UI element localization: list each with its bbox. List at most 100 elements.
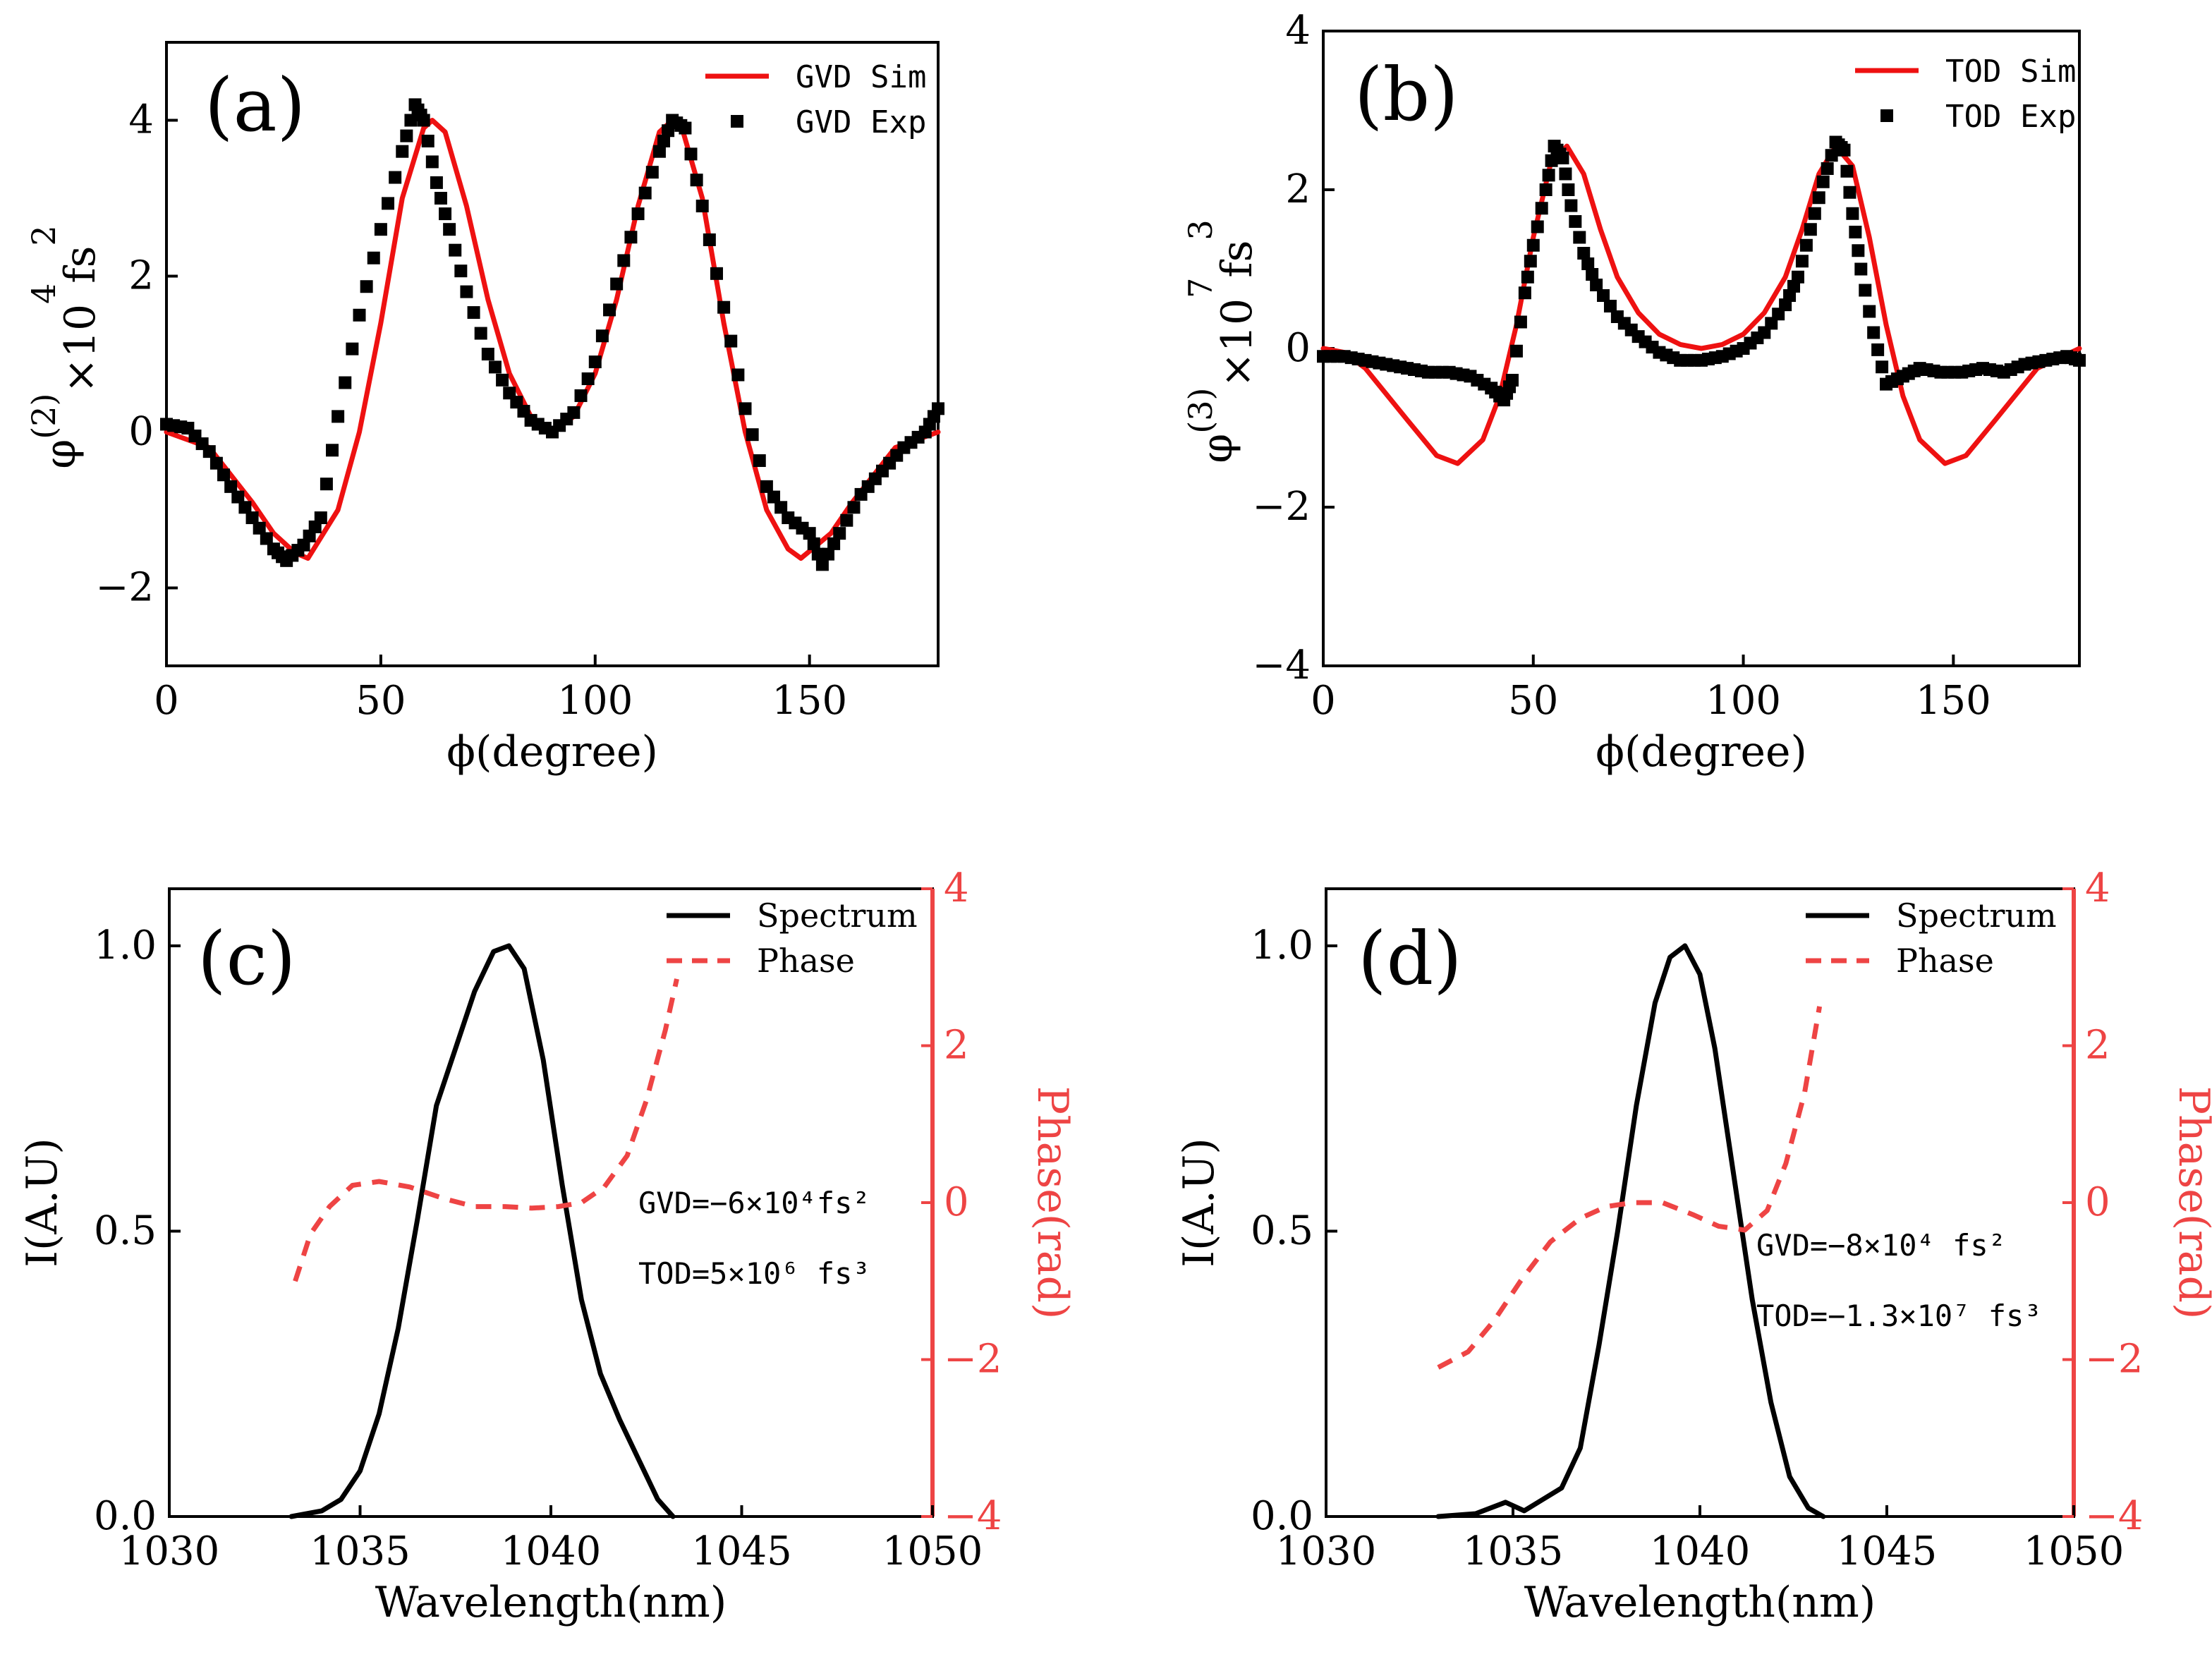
y-axis-label: φ(3)×107fs3 xyxy=(1181,219,1262,463)
gvd-annotation: GVD=−6×10⁴fs² xyxy=(638,1186,870,1220)
tod-annotation: TOD=−1.3×10⁷ fs³ xyxy=(1756,1299,2042,1333)
panel-label: (a) xyxy=(205,62,305,148)
legend-marker xyxy=(731,115,743,128)
data-point xyxy=(217,468,231,482)
data-point xyxy=(767,490,781,504)
data-point xyxy=(1521,270,1534,284)
legend: Spectrum Phase xyxy=(1806,897,2057,980)
legend: Spectrum Phase xyxy=(667,897,918,980)
y-tick-label: 4 xyxy=(1285,8,1311,54)
data-point xyxy=(404,114,418,127)
data-point xyxy=(353,308,366,322)
data-point xyxy=(567,406,581,419)
legend: GVD Sim GVD Exp xyxy=(705,59,926,140)
y-tick-label: −2 xyxy=(1252,484,1311,530)
data-point xyxy=(731,368,745,382)
data-point xyxy=(1859,284,1872,297)
x-tick-label: 1050 xyxy=(882,1529,983,1574)
data-point xyxy=(624,231,638,244)
x-tick-label: 1045 xyxy=(691,1529,792,1574)
legend-label: Spectrum xyxy=(1896,897,2057,935)
data-point xyxy=(610,277,624,291)
data-point xyxy=(638,186,652,200)
y-tick-label: 2 xyxy=(128,253,154,299)
series-spectrum-line xyxy=(1435,943,1826,1519)
legend-label: Spectrum xyxy=(757,897,918,935)
panel-c: 1030 1035 1040 1045 1050 0.0 0.5 1.0 −4 −2 0 2 4 Wave… xyxy=(18,865,1077,1627)
legend-label: Phase xyxy=(1896,942,1994,980)
legend-marker xyxy=(1880,109,1893,122)
data-point xyxy=(1562,183,1575,196)
y-right-axis-label: Phase(rad) xyxy=(1028,1086,1077,1320)
data-point xyxy=(326,444,339,457)
data-point xyxy=(1539,183,1552,196)
data-point xyxy=(588,356,602,369)
x-tick-label: 0 xyxy=(1311,678,1336,724)
data-point xyxy=(1825,149,1838,162)
x-tick-label: 150 xyxy=(1916,678,1991,724)
x-tick-label: 1050 xyxy=(2024,1529,2125,1574)
series-tod-exp xyxy=(1317,135,2086,407)
data-point xyxy=(679,121,692,135)
legend-label: GVD Sim xyxy=(796,59,926,95)
data-point xyxy=(245,511,259,525)
data-point xyxy=(400,129,413,142)
x-tick-label: 1040 xyxy=(501,1529,602,1574)
data-point xyxy=(1863,305,1876,318)
data-point xyxy=(1597,289,1610,302)
data-point xyxy=(439,207,452,221)
y-right-tick-label: 4 xyxy=(2085,865,2110,911)
data-point xyxy=(617,254,631,267)
data-point xyxy=(460,285,473,298)
data-point xyxy=(443,223,456,236)
series-spectrum-line xyxy=(288,943,676,1519)
data-point xyxy=(253,521,266,535)
data-point xyxy=(346,342,359,356)
data-point xyxy=(1795,255,1809,268)
data-point xyxy=(1573,231,1586,244)
y-tick-label: 1.0 xyxy=(1251,923,1313,968)
y-right-tick-label: −2 xyxy=(944,1337,1002,1382)
data-point xyxy=(467,306,480,320)
legend-label: Phase xyxy=(757,942,855,980)
data-point xyxy=(1876,360,1889,374)
data-point xyxy=(434,192,447,205)
data-point xyxy=(425,155,439,169)
tod-annotation: TOD=5×10⁶ fs³ xyxy=(638,1256,870,1291)
data-point xyxy=(1871,343,1885,356)
data-point xyxy=(224,480,238,493)
data-point xyxy=(822,547,835,561)
data-point xyxy=(724,334,738,348)
data-point xyxy=(314,511,327,525)
data-point xyxy=(1852,244,1865,257)
data-point xyxy=(1564,199,1578,212)
legend: TOD Sim TOD Exp xyxy=(1855,54,2076,135)
data-point xyxy=(833,527,846,540)
data-point xyxy=(238,501,252,514)
x-tick-label: 1035 xyxy=(1463,1529,1564,1574)
y-tick-label: 0.5 xyxy=(1251,1208,1313,1253)
data-point xyxy=(603,303,616,317)
x-axis-label: Wavelength(nm) xyxy=(1524,1578,1876,1627)
x-tick-label: 1035 xyxy=(310,1529,411,1574)
panel-label: (c) xyxy=(198,916,296,1002)
data-point xyxy=(1867,326,1880,339)
data-point xyxy=(684,147,698,161)
data-point xyxy=(1577,247,1591,260)
y-tick-label: 4 xyxy=(128,97,154,143)
y-axis-label: I(A.U) xyxy=(1174,1138,1224,1268)
data-point xyxy=(595,329,609,343)
data-point xyxy=(260,532,273,545)
data-point xyxy=(815,558,829,571)
data-point xyxy=(932,402,944,415)
data-point xyxy=(1531,220,1544,233)
data-point xyxy=(807,537,820,550)
data-point xyxy=(1506,374,1519,387)
x-tick-label: 1030 xyxy=(1276,1529,1377,1574)
data-point xyxy=(396,145,409,158)
data-point xyxy=(1816,175,1830,188)
data-point xyxy=(1804,223,1817,236)
panel-label: (b) xyxy=(1354,51,1459,138)
data-point xyxy=(803,527,816,540)
